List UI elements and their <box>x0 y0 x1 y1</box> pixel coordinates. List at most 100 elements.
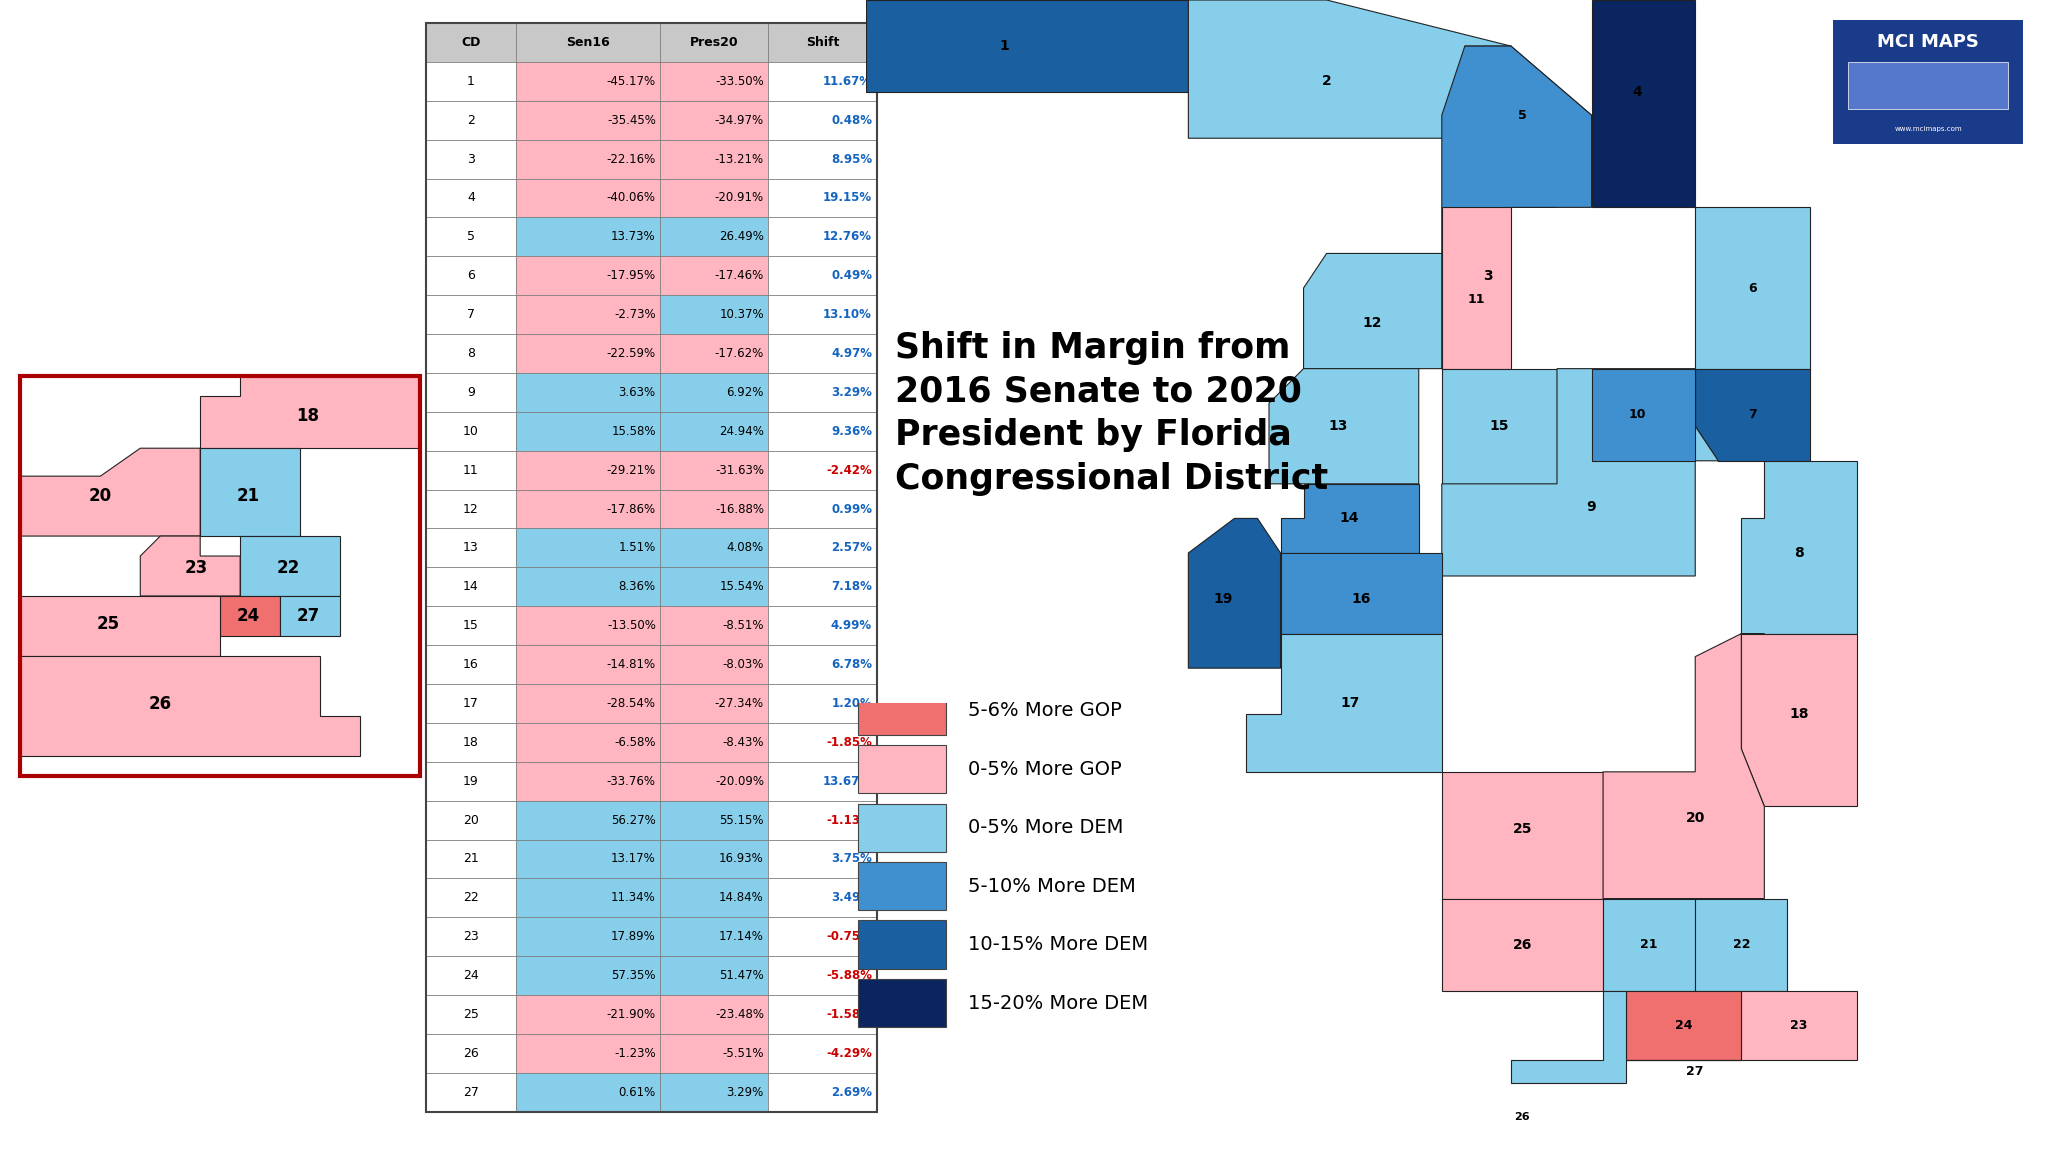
Text: 4.08%: 4.08% <box>727 541 764 554</box>
Text: -33.76%: -33.76% <box>606 774 655 788</box>
Text: -35.45%: -35.45% <box>606 114 655 127</box>
Polygon shape <box>1591 369 1696 461</box>
Bar <box>768 840 877 878</box>
Bar <box>426 956 516 995</box>
Text: 8.95%: 8.95% <box>831 152 872 166</box>
Bar <box>426 840 516 878</box>
Polygon shape <box>201 377 420 448</box>
Text: 1.20%: 1.20% <box>831 697 872 710</box>
Text: 13.67%: 13.67% <box>823 774 872 788</box>
Text: 17: 17 <box>1339 696 1360 710</box>
Text: -28.54%: -28.54% <box>606 697 655 710</box>
Text: 6: 6 <box>467 270 475 282</box>
Text: 3.63%: 3.63% <box>618 386 655 399</box>
Bar <box>516 1033 659 1073</box>
Bar <box>516 218 659 257</box>
Bar <box>768 373 877 411</box>
Bar <box>426 567 516 606</box>
Bar <box>659 23 768 62</box>
Bar <box>516 257 659 295</box>
Bar <box>516 490 659 529</box>
Text: 3: 3 <box>1483 270 1493 283</box>
Text: -13.21%: -13.21% <box>715 152 764 166</box>
Bar <box>659 411 768 450</box>
Text: 19: 19 <box>463 774 479 788</box>
Text: -0.75%: -0.75% <box>825 930 872 943</box>
Text: 14.84%: 14.84% <box>719 892 764 904</box>
Bar <box>768 411 877 450</box>
Bar <box>426 1033 516 1073</box>
Polygon shape <box>1696 369 1810 461</box>
Bar <box>516 62 659 101</box>
Text: -17.62%: -17.62% <box>715 347 764 361</box>
Text: 11.34%: 11.34% <box>610 892 655 904</box>
Bar <box>659 295 768 334</box>
Polygon shape <box>1188 518 1280 668</box>
Text: www.mcimaps.com: www.mcimaps.com <box>1894 126 1962 132</box>
Bar <box>768 257 877 295</box>
Text: -22.16%: -22.16% <box>606 152 655 166</box>
Bar <box>426 218 516 257</box>
Bar <box>768 801 877 840</box>
Text: 2.57%: 2.57% <box>831 541 872 554</box>
Polygon shape <box>201 448 301 536</box>
Bar <box>1847 62 2009 109</box>
Bar <box>426 373 516 411</box>
Bar <box>768 723 877 761</box>
Bar <box>659 490 768 529</box>
Text: 7.18%: 7.18% <box>831 581 872 593</box>
Polygon shape <box>1626 991 1741 1060</box>
Polygon shape <box>20 655 360 756</box>
Bar <box>659 606 768 645</box>
Text: -8.43%: -8.43% <box>723 736 764 749</box>
Bar <box>659 917 768 956</box>
Bar <box>516 139 659 179</box>
Text: 12.76%: 12.76% <box>823 230 872 243</box>
Text: 16: 16 <box>463 658 479 672</box>
Text: 20: 20 <box>1686 811 1704 825</box>
Text: 4.99%: 4.99% <box>831 619 872 632</box>
Text: 57.35%: 57.35% <box>610 969 655 983</box>
Text: 16: 16 <box>1352 592 1370 606</box>
Text: 16.93%: 16.93% <box>719 852 764 865</box>
Bar <box>426 723 516 761</box>
Bar <box>516 1073 659 1112</box>
Text: 55.15%: 55.15% <box>719 813 764 827</box>
Bar <box>858 804 946 851</box>
Text: -27.34%: -27.34% <box>715 697 764 710</box>
Bar <box>659 62 768 101</box>
Text: -5.88%: -5.88% <box>825 969 872 983</box>
Text: 51.47%: 51.47% <box>719 969 764 983</box>
Text: 10.37%: 10.37% <box>719 308 764 321</box>
Text: 7: 7 <box>1749 408 1757 422</box>
Polygon shape <box>1442 369 1718 576</box>
Text: 56.27%: 56.27% <box>610 813 655 827</box>
Text: 12: 12 <box>463 502 479 516</box>
Polygon shape <box>1604 634 1763 899</box>
Bar <box>768 878 877 917</box>
Text: Pres20: Pres20 <box>690 36 739 50</box>
Bar <box>768 1073 877 1112</box>
Text: -2.42%: -2.42% <box>825 463 872 477</box>
Bar <box>426 490 516 529</box>
Text: 0.61%: 0.61% <box>618 1085 655 1099</box>
Text: 13.10%: 13.10% <box>823 308 872 321</box>
Bar <box>768 450 877 490</box>
Polygon shape <box>1442 46 1591 369</box>
Polygon shape <box>1511 991 1741 1083</box>
Bar <box>516 645 659 684</box>
Bar <box>516 101 659 139</box>
Bar <box>768 761 877 801</box>
Bar <box>659 878 768 917</box>
Text: 8.36%: 8.36% <box>618 581 655 593</box>
Text: -29.21%: -29.21% <box>606 463 655 477</box>
Bar <box>516 684 659 723</box>
Bar <box>768 917 877 956</box>
Text: 11: 11 <box>463 463 479 477</box>
Text: 3: 3 <box>467 152 475 166</box>
Text: -23.48%: -23.48% <box>715 1008 764 1021</box>
Bar <box>659 956 768 995</box>
Text: -2.73%: -2.73% <box>614 308 655 321</box>
Text: -31.63%: -31.63% <box>715 463 764 477</box>
Text: 27: 27 <box>1686 1064 1704 1078</box>
